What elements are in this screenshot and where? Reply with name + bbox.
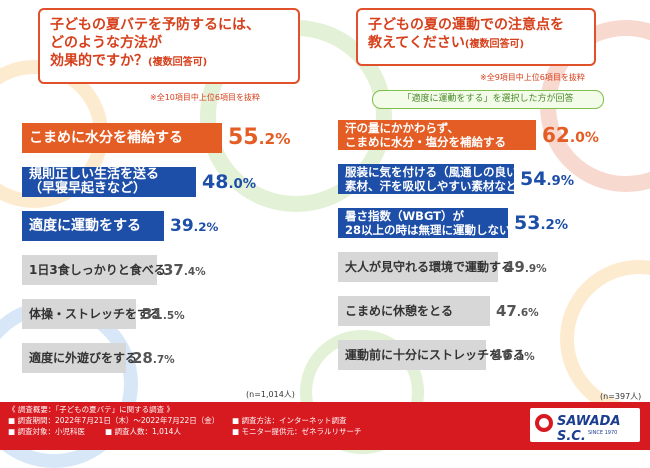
bar-value-label: 49.9% — [504, 258, 547, 276]
bar-label: 素材、汗を吸収しやすい素材など） — [345, 179, 529, 193]
left-subnote: ※全10項目中上位6項目を抜粋 — [150, 93, 260, 102]
survey-method: ■ 調査方法：インターネット調査 — [232, 416, 347, 425]
sawada-logo: SAWADA S.C. SINCE 1970 — [530, 408, 640, 444]
bar-value-label: 48.0% — [202, 171, 257, 193]
bar-right-3: 暑さ指数（WBGT）が 28以上の時は無理に運動しない — [338, 208, 511, 238]
logo-since: SINCE 1970 — [588, 430, 618, 436]
bar-label: 汗の量にかかわらず、 — [345, 121, 459, 135]
right-question-line: 子どもの夏の運動での注意点を — [368, 17, 564, 33]
bar-label: 28以上の時は無理に運動しない — [345, 223, 511, 237]
logo-mark-icon — [535, 414, 553, 432]
bar-left-5: 体操・ストレッチをする — [22, 299, 162, 329]
bar-left-4: 1日3食しっかりと食べる — [22, 255, 166, 285]
bar-label: （早寝早起きなど） — [29, 181, 147, 196]
bar-right-6: 運動前に十分にストレッチをする — [338, 340, 526, 370]
bar-value-label: 62.0% — [542, 123, 599, 147]
bar-label: 体操・ストレッチをする — [29, 307, 162, 321]
bar-label: こまめに水分・塩分を補給する — [345, 135, 506, 149]
right-filter-note: 「適度に運動をする」を選択した方が回答 — [372, 90, 604, 109]
bar-label: 規則正しい生活を送る — [29, 167, 160, 182]
bar-label: 適度に運動をする — [29, 218, 141, 234]
bar-right-5: こまめに休憩をとる — [338, 296, 490, 326]
bar-left-2: 規則正しい生活を送る （早寝早起きなど） — [22, 167, 196, 197]
logo-name: SAWADA S.C. — [557, 414, 621, 444]
survey-target: ■ 調査対象：小児科医 — [8, 427, 85, 436]
bar-value-label: 28.7% — [132, 349, 175, 367]
bar-value-label: 53.2% — [514, 212, 569, 234]
right-question-note: (複数回答可) — [464, 39, 525, 50]
bar-left-6: 適度に外遊びをする — [22, 343, 138, 373]
bar-left-3: 適度に運動をする — [22, 211, 164, 241]
bar-right-2: 服装に気を付ける（風通しの良い 素材、汗を吸収しやすい素材など） — [338, 164, 529, 194]
left-question-line: どのような方法が — [50, 35, 162, 51]
bar-value-label: 47.6% — [496, 302, 539, 320]
bar-label: 暑さ指数（WBGT）が — [345, 209, 465, 223]
bar-value-label: 55.2% — [228, 125, 291, 150]
bar-value-label: 39.2% — [170, 216, 219, 236]
left-question-line: 効果的ですか？ — [50, 53, 148, 69]
bar-value-label: 31.5% — [142, 305, 185, 323]
survey-count: ■ 調査人数：1,014人 — [105, 427, 181, 436]
bar-value-label: 37.4% — [163, 261, 206, 279]
bar-right-4: 大人が見守れる環境で運動する — [338, 252, 514, 282]
bar-label: 適度に外遊びをする — [29, 351, 138, 365]
bar-label: こまめに休憩をとる — [345, 304, 454, 318]
bar-label: 運動前に十分にストレッチをする — [345, 348, 526, 362]
bar-label: こまめに水分を補給する — [29, 130, 183, 146]
left-question-box: 子どもの夏バテを予防するには、 どのような方法が 効果的ですか？(複数回答可) — [38, 8, 300, 84]
survey-period: ■ 調査期間：2022年7月21日（木）～2022年7月22日（金） — [8, 416, 220, 425]
left-question-line: 子どもの夏バテを予防するには、 — [50, 17, 260, 33]
bar-right-1: 汗の量にかかわらず、 こまめに水分・塩分を補給する — [338, 120, 536, 150]
bar-label: 1日3食しっかりと食べる — [29, 263, 166, 277]
bar-value-label: 46.1% — [492, 346, 535, 364]
bar-label: 大人が見守れる環境で運動する — [345, 260, 514, 274]
survey-footer: 《 調査概要：「子どもの夏バテ」に関する調査 》 ■ 調査期間：2022年7月2… — [0, 402, 650, 450]
right-question-line: 教えてください — [368, 35, 465, 51]
right-sample-size: (n=397人) — [600, 392, 642, 401]
left-question-note: (複数回答可) — [148, 57, 208, 68]
left-sample-size: (n=1,014人) — [246, 390, 295, 399]
bar-value-label: 54.9% — [520, 168, 575, 190]
survey-overview: 《 調査概要：「子どもの夏バテ」に関する調査 》 — [8, 405, 175, 414]
right-subnote: ※全9項目中上位6項目を抜粋 — [480, 73, 585, 82]
bar-label: 服装に気を付ける（風通しの良い — [345, 165, 518, 179]
right-question-box: 子どもの夏の運動での注意点を 教えてください(複数回答可) — [356, 8, 596, 66]
bar-left-1: こまめに水分を補給する — [22, 123, 222, 153]
survey-provider: ■ モニター提供元：ゼネラルリサーチ — [232, 427, 362, 436]
